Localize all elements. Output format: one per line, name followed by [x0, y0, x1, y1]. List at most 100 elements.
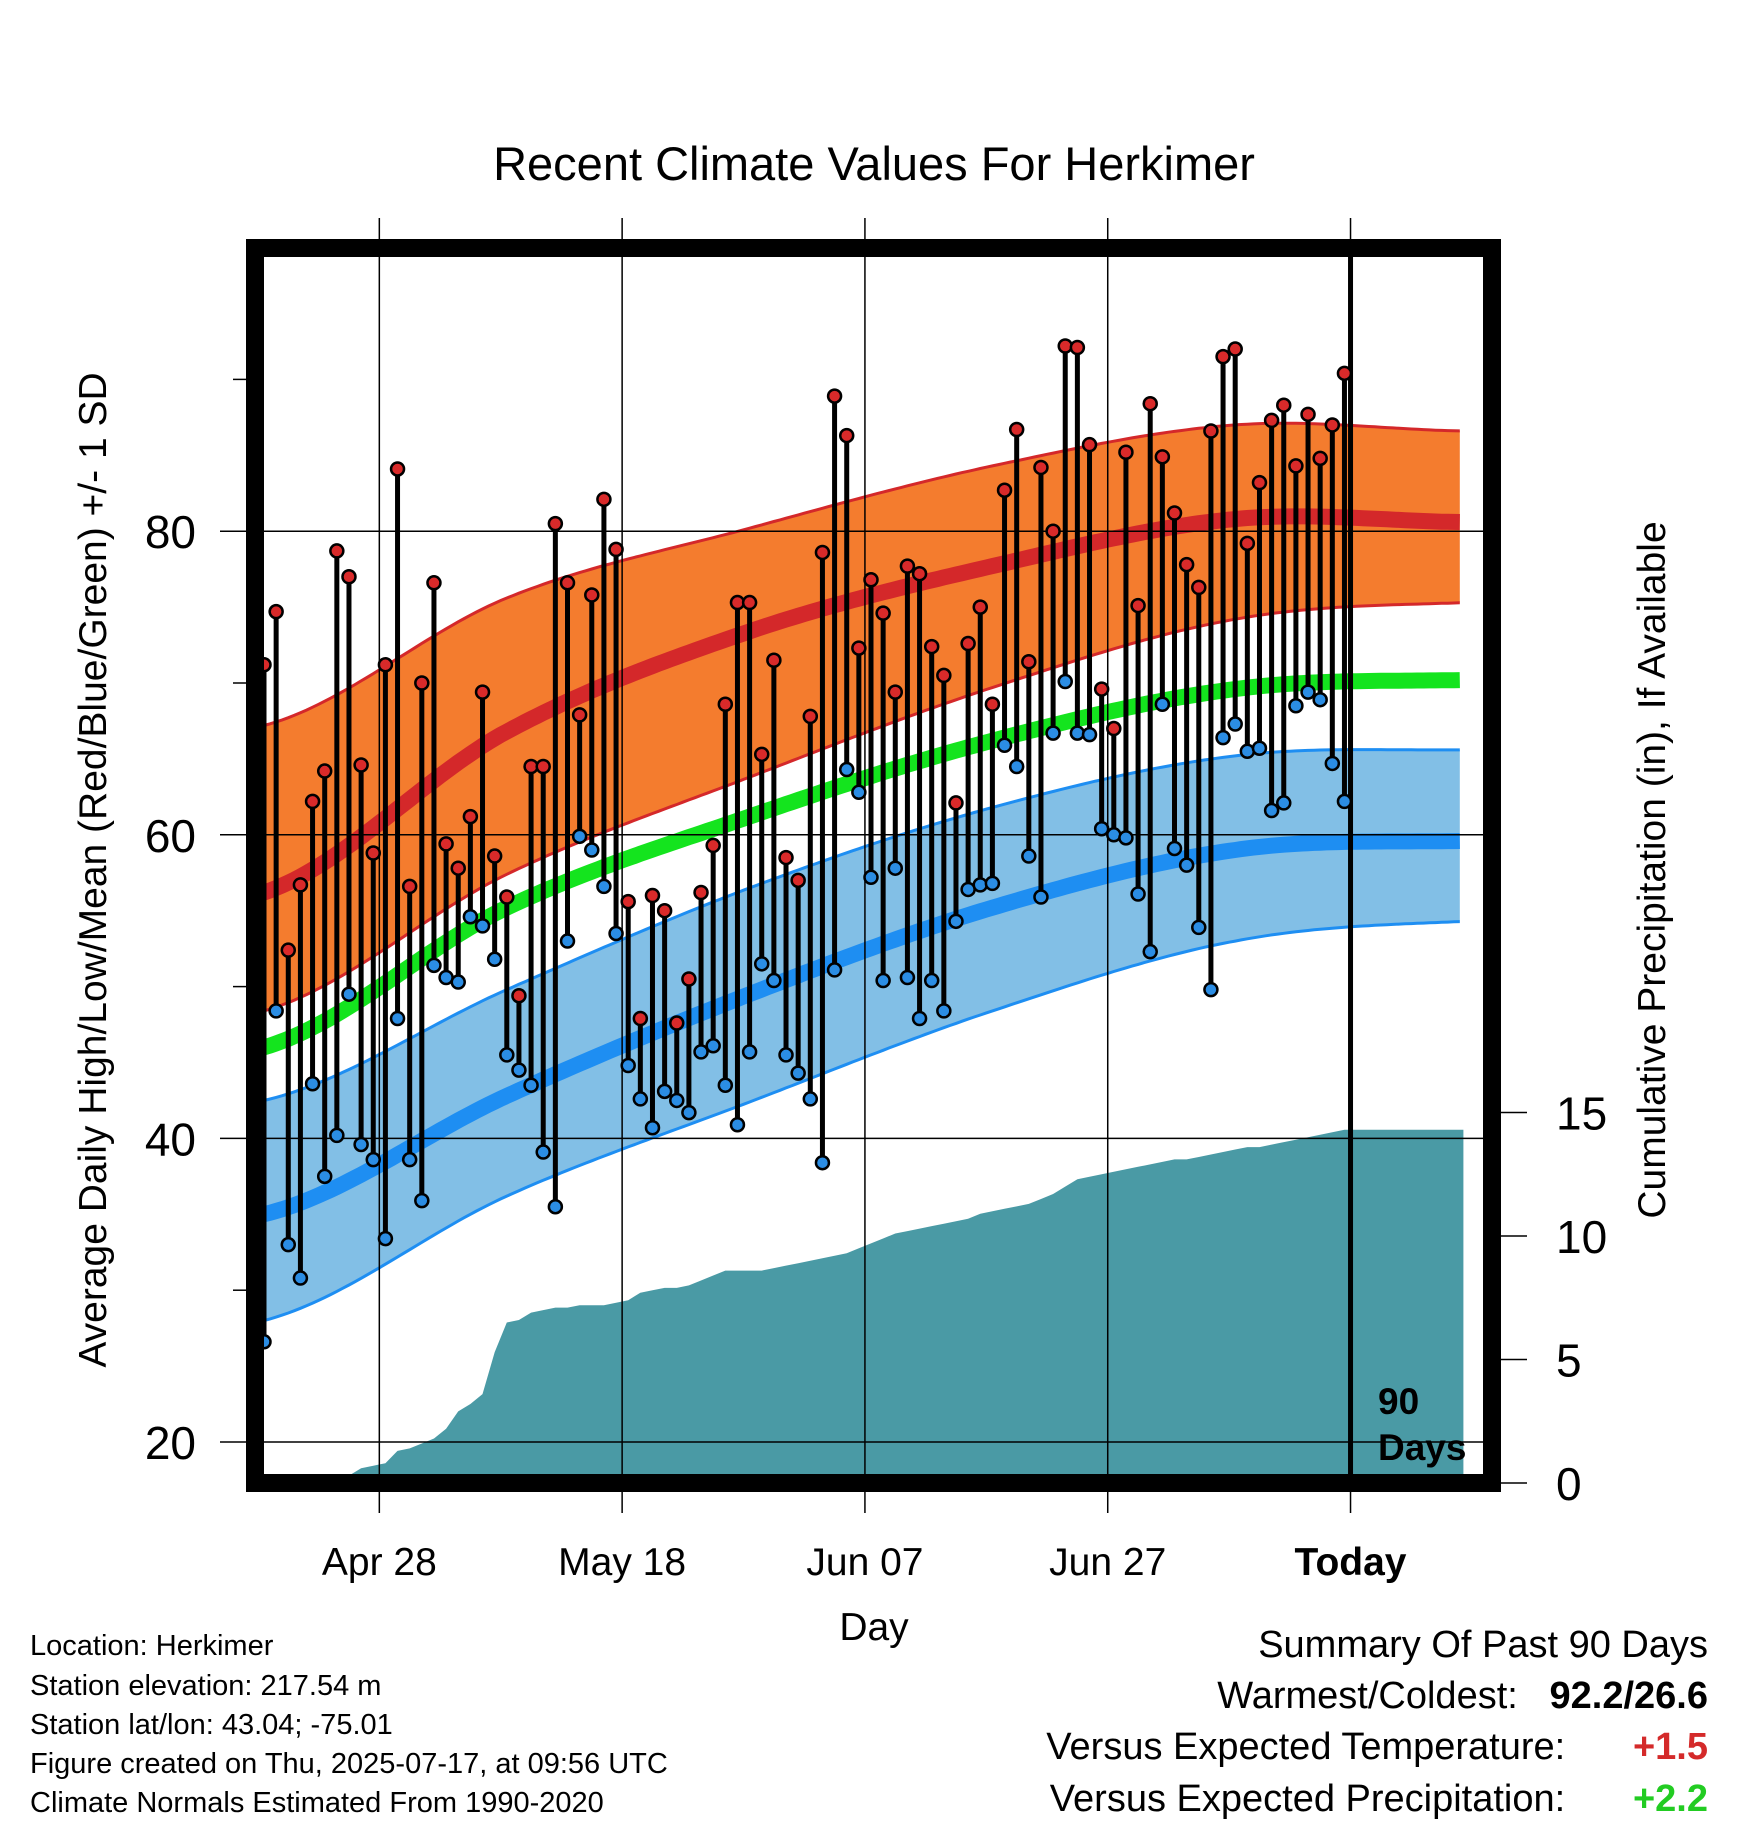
daily-low-point	[571, 828, 588, 845]
daily-low-point	[863, 869, 879, 886]
daily-high-point	[681, 971, 697, 987]
warm-cold-label: Warmest/Coldest:	[1217, 1675, 1518, 1717]
daily-high-point	[1069, 339, 1086, 356]
daily-low-point	[329, 1127, 345, 1144]
daily-high-point	[632, 1010, 649, 1027]
daily-high-point	[1033, 459, 1049, 476]
daily-high-point	[669, 1015, 685, 1031]
precip-anomaly-value: +2.2	[1632, 1778, 1708, 1820]
daily-high-point	[426, 575, 442, 591]
daily-low-point	[766, 972, 782, 989]
daily-high-point	[1251, 474, 1268, 491]
daily-high-point	[1227, 341, 1243, 357]
daily-low-point	[547, 1198, 564, 1215]
daily-high-point	[268, 603, 284, 620]
daily-high-point	[1300, 406, 1316, 423]
daily-high-point	[911, 565, 928, 582]
daily-high-point	[887, 684, 904, 700]
daily-high-point	[341, 568, 357, 585]
daily-low-point	[887, 860, 904, 876]
daily-high-point	[1130, 597, 1146, 614]
daily-high-point	[948, 795, 964, 811]
daily-high-point	[1178, 556, 1195, 573]
temp-anomaly-value: +1.5	[1632, 1726, 1708, 1768]
location-text: Location: Herkimer	[30, 1630, 274, 1662]
summary-precip: Versus Expected Precipitation: +2.2	[1050, 1778, 1708, 1821]
daily-low-point	[389, 1010, 406, 1027]
daily-high-point	[596, 491, 612, 508]
daily-low-point	[596, 878, 612, 895]
normals-text: Climate Normals Estimated From 1990-2020	[30, 1787, 604, 1819]
daily-high-point	[499, 889, 515, 905]
daily-low-point	[1045, 725, 1061, 741]
daily-low-point	[620, 1057, 636, 1074]
daily-high-point	[1093, 681, 1110, 697]
daily-low-point	[1215, 729, 1231, 746]
daily-high-point	[1081, 436, 1098, 453]
daily-low-point	[1203, 981, 1219, 998]
daily-low-point	[669, 1092, 685, 1109]
daily-high-point	[936, 667, 952, 684]
daily-high-point	[365, 845, 382, 861]
daily-high-point	[1324, 417, 1341, 433]
summary-temp: Versus Expected Temperature: +1.5	[1046, 1726, 1708, 1769]
daily-high-point	[511, 987, 527, 1004]
daily-high-point	[608, 541, 624, 558]
daily-high-point	[1142, 395, 1158, 412]
daily-low-point	[1178, 857, 1195, 873]
daily-high-point	[851, 640, 867, 656]
daily-high-point	[1215, 348, 1231, 365]
daily-low-point	[1093, 820, 1110, 837]
daily-high-point	[1154, 449, 1171, 465]
x-tick-label: Jun 27	[1049, 1541, 1166, 1584]
daily-high-point	[1045, 523, 1061, 539]
elevation-text: Station elevation: 217.54 m	[30, 1670, 382, 1702]
latlon-text: Station lat/lon: 43.04; -75.01	[30, 1709, 393, 1741]
daily-low-point	[511, 1062, 527, 1078]
daily-low-point	[1021, 848, 1037, 864]
daily-low-point	[1166, 840, 1183, 857]
daily-low-point	[1312, 691, 1328, 708]
daily-low-point	[729, 1116, 746, 1133]
daily-low-point	[802, 1091, 819, 1107]
daily-high-point	[438, 836, 454, 852]
daily-high-point	[778, 849, 794, 866]
daily-high-point	[644, 887, 661, 904]
daily-high-point	[316, 763, 333, 779]
daily-low-point	[304, 1076, 321, 1092]
daily-low-point	[875, 972, 891, 989]
daily-low-point	[1008, 758, 1025, 775]
daily-high-point	[984, 696, 1001, 713]
summary-title: Summary Of Past 90 Days	[1258, 1624, 1708, 1666]
daily-low-point	[1227, 716, 1243, 732]
daily-low-point	[936, 1003, 952, 1019]
daily-low-point	[996, 737, 1013, 753]
daily-high-point	[972, 599, 989, 615]
daily-low-point	[1288, 698, 1304, 714]
daily-high-point	[1336, 365, 1353, 382]
daily-low-point	[741, 1044, 758, 1060]
daily-high-point	[923, 638, 940, 655]
daily-low-point	[838, 761, 855, 778]
daily-high-point	[1312, 450, 1328, 467]
daily-low-point	[1191, 919, 1207, 936]
daily-low-point	[899, 969, 916, 986]
normal-low-band	[264, 749, 1460, 1321]
y2-tick-label: 5	[1556, 1335, 1582, 1387]
daily-high-point	[571, 707, 588, 723]
daily-high-point	[1008, 421, 1025, 438]
temp-label: Versus Expected Temperature:	[1046, 1726, 1566, 1768]
daily-low-point	[486, 951, 503, 968]
daily-low-point	[523, 1077, 539, 1094]
daily-low-point	[426, 957, 442, 974]
normal-low-lower-line	[263, 920, 1460, 1323]
daily-low-point	[608, 925, 624, 942]
daily-high-point	[656, 902, 673, 919]
daily-high-point	[292, 877, 309, 893]
x-axis-label: Day	[839, 1606, 909, 1649]
summary-warm-cold: Warmest/Coldest: 92.2/26.6	[1217, 1675, 1708, 1718]
x-tick-label: Apr 28	[322, 1541, 437, 1584]
daily-high-point	[462, 808, 479, 825]
daily-low-point	[814, 1154, 831, 1171]
daily-high-point	[280, 942, 297, 958]
